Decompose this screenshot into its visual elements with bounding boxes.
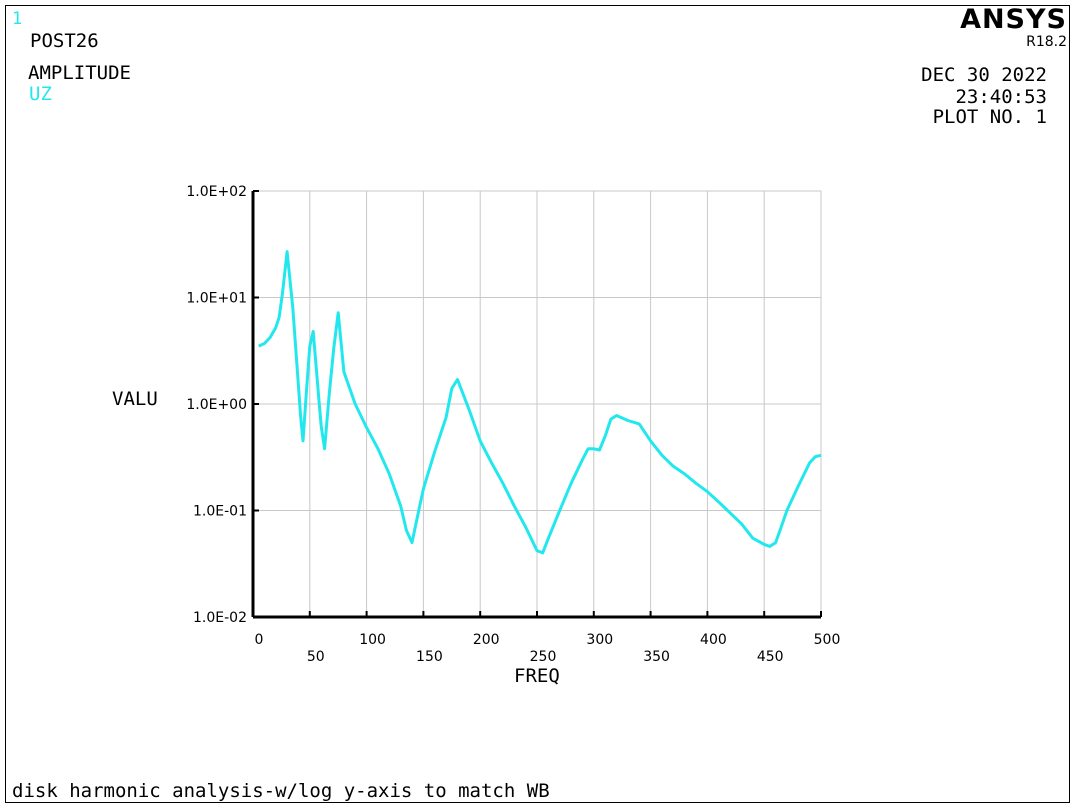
y-tick-label: 1.0E+02: [186, 184, 247, 200]
processor-label: POST26: [30, 30, 99, 52]
chart-axes: [251, 190, 822, 619]
x-tick-label: 200: [473, 632, 500, 648]
plot-number: PLOT NO. 1: [932, 106, 1047, 128]
x-tick-label: 450: [757, 649, 784, 665]
x-tick-label: 400: [700, 632, 727, 648]
x-tick-label: 100: [359, 632, 386, 648]
plot-time: 23:40:53: [955, 86, 1047, 108]
x-tick-label: 50: [307, 649, 325, 665]
series-layer: [258, 250, 822, 555]
x-tick-label: 150: [416, 649, 443, 665]
window-number: 1: [12, 9, 23, 29]
y-tick-label: 1.0E+00: [186, 397, 247, 413]
y-tick-label: 1.0E+01: [186, 291, 247, 307]
ansys-logo: ANSYS: [960, 4, 1067, 35]
y-axis-label: VALU: [112, 388, 158, 410]
plot-type-label: AMPLITUDE: [28, 62, 131, 84]
x-tick-label: 250: [530, 649, 557, 665]
uz-amplitude-curve: [258, 250, 822, 555]
grid-lines: [253, 190, 822, 617]
release-label: R18.2: [1026, 34, 1067, 50]
x-tick-label: 350: [643, 649, 670, 665]
y-tick-label: 1.0E-02: [193, 610, 247, 626]
variable-label: UZ: [29, 83, 52, 105]
plot-date: DEC 30 2022: [921, 64, 1047, 86]
x-tick-label: 500: [814, 632, 841, 648]
y-tick-label: 1.0E-01: [193, 504, 247, 520]
x-tick-label: 300: [586, 632, 613, 648]
tick-labels: 1.0E-02 1.0E-01 1.0E+00 1.0E+01 1.0E+02 0 50 10…: [186, 184, 840, 665]
plot-caption: disk harmonic analysis-w/log y-axis to m…: [12, 780, 550, 802]
x-tick-label: 0: [255, 632, 264, 648]
x-axis-label: FREQ: [514, 665, 560, 687]
